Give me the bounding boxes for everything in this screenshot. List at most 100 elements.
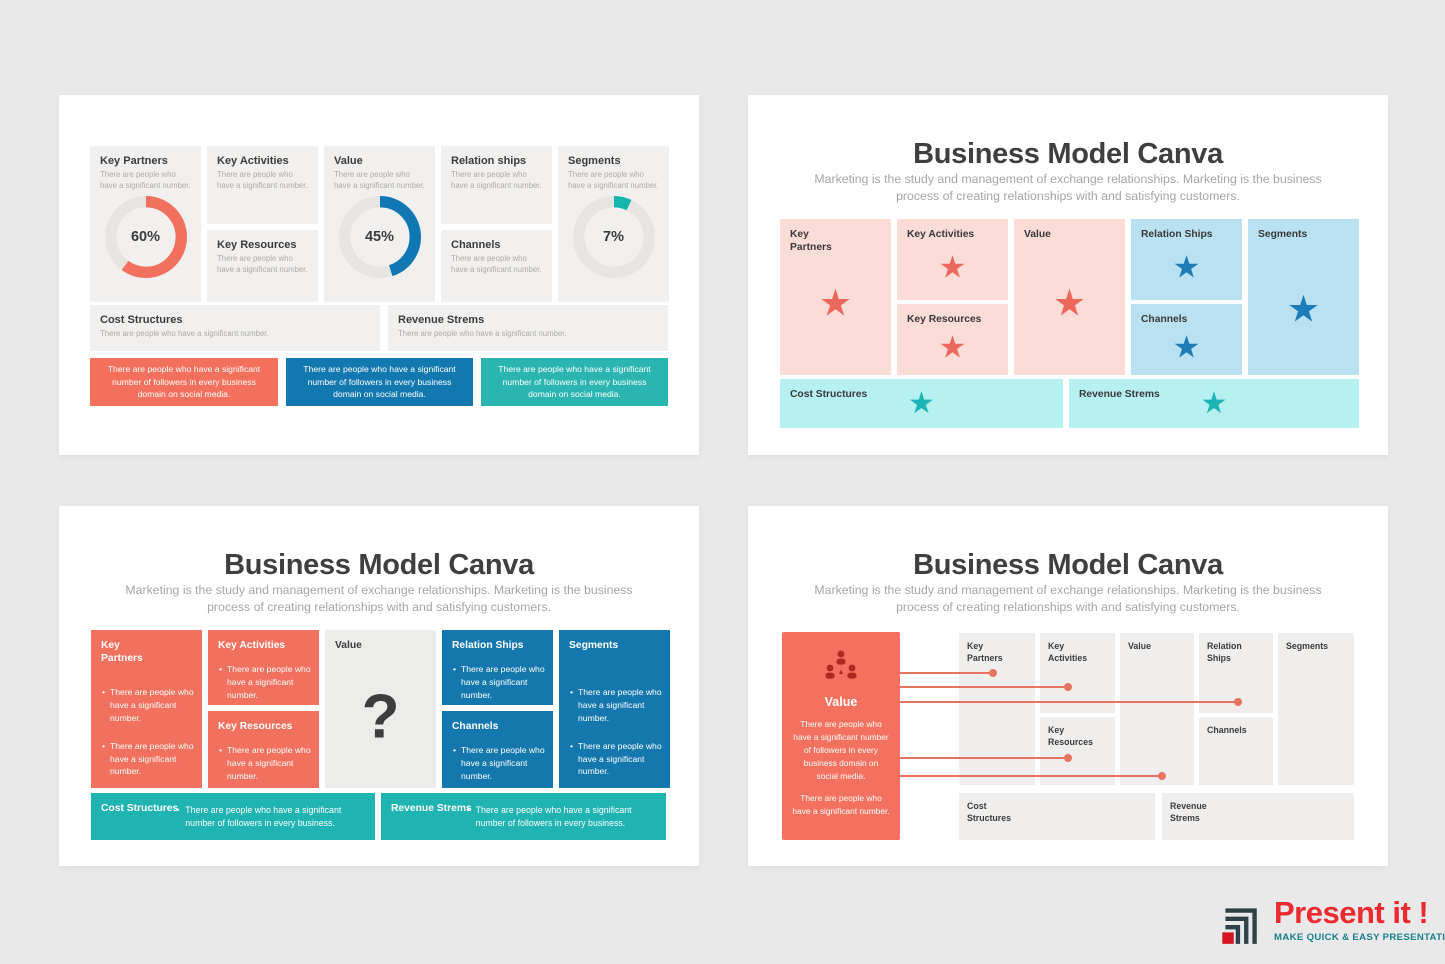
cell-value: Value ?: [325, 630, 436, 788]
cell-label: Segments: [1258, 229, 1308, 240]
banner-text: There are people who have a significant …: [498, 363, 651, 400]
star-icon: ★: [938, 329, 967, 366]
cell-caption: There are people who have a significant …: [334, 170, 425, 191]
cell-caption: There are people who have a significant …: [100, 329, 269, 339]
logo-stairs-icon: [1222, 908, 1257, 944]
star-icon: ★: [1052, 281, 1087, 325]
highlight-banner-blue: There are people who have a significant …: [286, 358, 473, 406]
star-icon: ★: [908, 386, 935, 422]
bullet-item: • There are people who have a significant…: [176, 804, 342, 828]
logo-title: Present it !: [1274, 895, 1429, 930]
cell-key-partners: Key Partners ★: [780, 219, 891, 375]
highlight-banner-coral: There are people who have a significant …: [90, 358, 278, 406]
donut-ring-icon: [338, 196, 421, 278]
banner-text: There are people who have a significant …: [107, 363, 261, 400]
cell-key-resources: Key Resources • There are people who have…: [208, 711, 319, 788]
question-mark-icon: ?: [361, 682, 400, 752]
cell-relation-ships: Relation ships There are people who have…: [441, 146, 552, 224]
cell-label: Channels: [1141, 314, 1188, 325]
cell-caption: There are people who have a significant …: [217, 254, 308, 275]
cell-label: Channels: [451, 239, 501, 251]
bullet-item: • There are people who have a significant…: [570, 687, 662, 723]
cell-revenue-strems: Revenue Strems ★: [1069, 379, 1359, 428]
cell-label: Cost Structures: [967, 801, 1011, 823]
cell-key-partners: Key Partners There are people who have a…: [90, 146, 201, 302]
team-icon: [825, 650, 857, 679]
cell-value: Value There are people who have a signif…: [324, 146, 435, 302]
cell-caption: There are people who have a significant …: [398, 329, 567, 339]
cell-label: Value: [335, 640, 362, 651]
cell-label: Revenue Strems: [1079, 389, 1160, 400]
cell-label: Key Partners: [967, 641, 1003, 663]
connector-line-relation-ships: [900, 698, 1242, 706]
donut-chart-45: 45%: [338, 196, 421, 278]
cell-caption: There are people who have a significant …: [217, 170, 308, 191]
slide-title: Business Model Canva: [913, 549, 1223, 582]
donut-percent: 60%: [130, 229, 161, 245]
cell-label: Value: [1128, 641, 1151, 651]
cell-segments: Segments: [1278, 633, 1354, 785]
cell-relation-ships: Relation Ships ★: [1131, 219, 1242, 300]
value-callout-box: Value There are people who have a signif…: [782, 632, 900, 840]
banner-text: There are people who have a significant …: [303, 363, 456, 400]
cell-label: Key Partners: [790, 229, 832, 254]
bullet-item: • There are people who have a significant…: [570, 740, 662, 777]
highlight-banner-teal: There are people who have a significant …: [481, 358, 668, 406]
cell-label: Key Resources: [907, 314, 982, 325]
slide-title: Business Model Canva: [913, 138, 1223, 171]
cell-label: Key Activities: [907, 229, 975, 240]
cell-caption: There are people who have a significant …: [451, 170, 542, 191]
cell-label: Key Activities: [218, 640, 286, 651]
cell-key-activities: Key Activities There are people who have…: [207, 146, 318, 224]
cell-label: Key Resources: [218, 721, 293, 732]
connector-line-key-partners: [900, 669, 997, 677]
bullet-item: • There are people who have a significant…: [453, 664, 545, 700]
value-box-paragraph: There are people who have a significant …: [793, 719, 889, 782]
cell-label: Relation Ships: [1141, 229, 1213, 240]
star-icon: ★: [938, 249, 967, 286]
cell-label: Relation Ships: [452, 640, 524, 651]
cell-key-resources: Key Resources There are people who have …: [207, 230, 318, 302]
cell-revenue-strems: Revenue Strems There are people who have…: [388, 305, 668, 351]
cell-cost-structures: Cost Structures There are people who hav…: [90, 305, 380, 351]
cell-label: Cost Structures: [790, 389, 868, 400]
bullet-item: • There are people who have a significant…: [219, 664, 311, 700]
cell-label: Value: [334, 155, 363, 167]
star-icon: ★: [1200, 386, 1228, 422]
slide-preview-1: Key Partners There are people who have a…: [59, 95, 699, 455]
logo-text: Present it ! MAKE QUICK & EASY PRESENTAT…: [1274, 895, 1445, 943]
cell-key-activities: Key Activities • There are people who hav…: [208, 630, 319, 705]
cell-label: Revenue Strems: [1170, 801, 1207, 823]
cell-cost-structures: Cost Structures ★: [780, 379, 1063, 428]
star-icon: ★: [1172, 249, 1201, 286]
logo-tagline: MAKE QUICK & EASY PRESENTATIONS: [1274, 931, 1445, 943]
connector-line-value: [900, 772, 1166, 780]
slide-preview-4: Business Model Canva Marketing is the st…: [748, 506, 1388, 866]
cell-key-partners: Key Partners • There are people who have …: [91, 630, 202, 788]
cell-label: Key Activities: [1048, 641, 1088, 663]
donut-ring-icon: [104, 196, 187, 278]
donut-chart-7: 7%: [572, 196, 655, 278]
cell-revenue-strems: Revenue Strems: [1162, 793, 1354, 840]
bullet-item: • There are people who have a significant…: [102, 687, 194, 723]
cell-label: Cost Structures: [100, 314, 183, 326]
cell-label: Key Resources: [217, 239, 297, 251]
cell-channels: Channels ★: [1131, 304, 1242, 375]
cell-segments: Segments There are people who have a sig…: [558, 146, 669, 302]
cell-cost-structures: Cost Structures • There are people who ha…: [91, 793, 375, 840]
donut-percent: 45%: [364, 229, 395, 245]
connector-line-key-activities: [900, 683, 1072, 691]
cell-label: Revenue Strems: [391, 803, 472, 814]
cell-key-resources: Key Resources: [1040, 717, 1115, 785]
cell-label: Revenue Strems: [398, 314, 485, 326]
cell-label: Value: [1024, 229, 1051, 240]
value-box-title: Value: [824, 695, 858, 709]
cell-channels: Channels: [1199, 717, 1273, 785]
cell-key-partners: Key Partners: [959, 633, 1035, 785]
cell-label: Channels: [1207, 725, 1247, 735]
donut-chart-60: 60%: [104, 196, 187, 278]
slide-subtitle: Marketing is the study and management of…: [814, 583, 1322, 614]
cell-label: Segments: [568, 155, 621, 167]
cell-caption: There are people who have a significant …: [451, 254, 542, 275]
